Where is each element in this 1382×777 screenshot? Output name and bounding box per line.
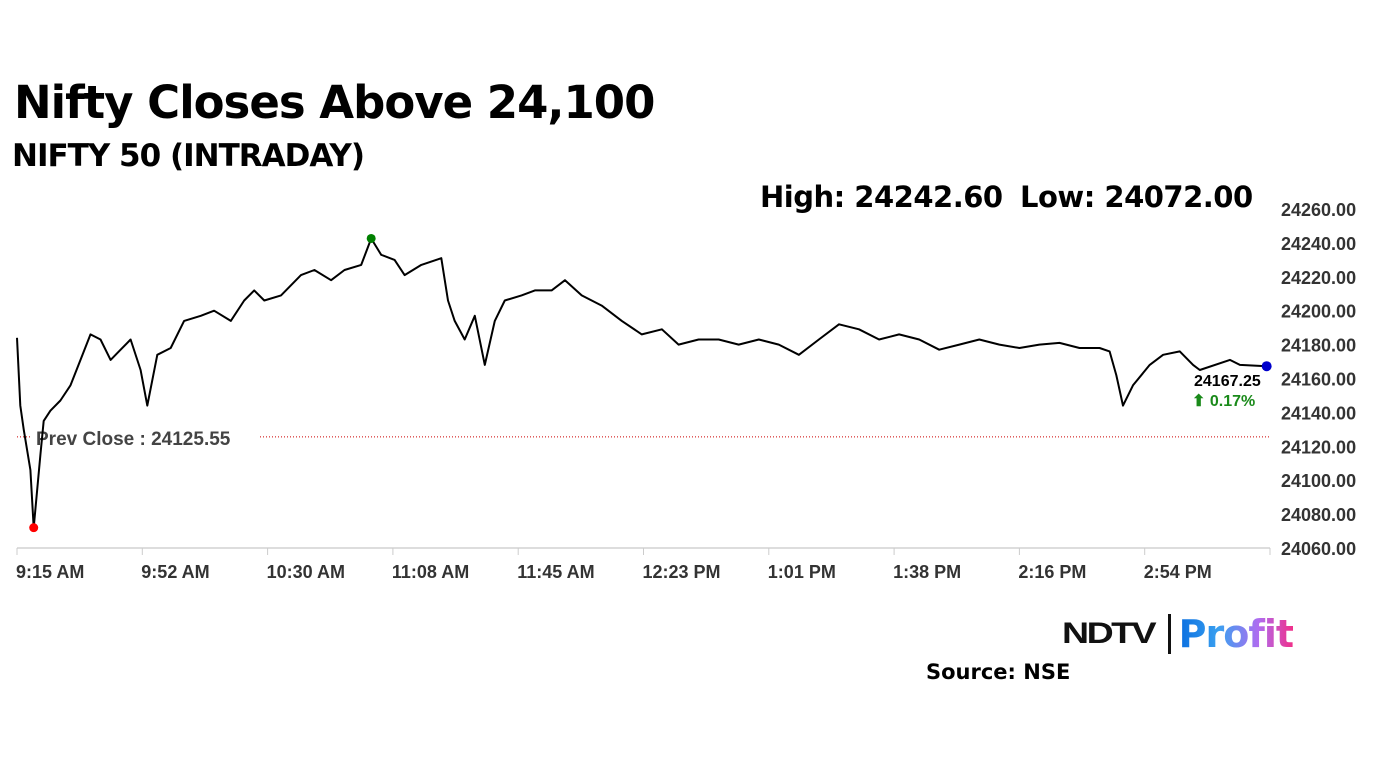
chart-subtitle: NIFTY 50 (INTRADAY) bbox=[12, 138, 365, 174]
x-tick-label: 9:52 AM bbox=[141, 562, 209, 582]
x-tick-label: 2:54 PM bbox=[1144, 562, 1212, 582]
y-tick-label: 24220.00 bbox=[1281, 268, 1356, 288]
x-tick-label: 1:38 PM bbox=[893, 562, 961, 582]
x-tick-label: 11:08 AM bbox=[392, 562, 469, 582]
x-tick-label: 1:01 PM bbox=[768, 562, 836, 582]
last-value-label: 24167.25 bbox=[1194, 373, 1261, 390]
last-point-dot bbox=[1261, 361, 1272, 372]
y-tick-label: 24160.00 bbox=[1281, 370, 1356, 390]
change-percent-label: ⬆ 0.17% bbox=[1192, 393, 1255, 410]
series-line bbox=[16, 237, 1267, 529]
headline: Nifty Closes Above 24,100 bbox=[14, 76, 655, 129]
ndtv-profit-logo: NDTV Profit bbox=[1062, 612, 1294, 656]
x-tick-label: 9:15 AM bbox=[16, 562, 84, 582]
x-tick-label: 11:45 AM bbox=[517, 562, 594, 582]
y-tick-label: 24100.00 bbox=[1281, 471, 1356, 491]
prev-close-label-bg bbox=[32, 426, 258, 450]
y-tick-label: 24060.00 bbox=[1281, 539, 1356, 559]
x-tick-label: 2:16 PM bbox=[1018, 562, 1086, 582]
prev-close-label: Prev Close : 24125.55 bbox=[36, 429, 231, 450]
high-point-dot bbox=[366, 233, 376, 243]
high-label: High: 24242.60 bbox=[760, 180, 1003, 214]
source-note: Source: NSE bbox=[926, 660, 1071, 684]
x-tick-label: 10:30 AM bbox=[267, 562, 345, 582]
low-point-dot bbox=[29, 523, 39, 533]
x-tick-label: 12:23 PM bbox=[643, 562, 721, 582]
y-tick-label: 24140.00 bbox=[1281, 403, 1356, 423]
y-tick-label: 24200.00 bbox=[1281, 302, 1356, 322]
ndtv-wordmark: NDTV bbox=[1062, 617, 1157, 650]
logo-divider bbox=[1167, 614, 1171, 654]
low-label: Low: 24072.00 bbox=[1020, 180, 1253, 214]
y-tick-label: 24240.00 bbox=[1281, 234, 1356, 254]
y-tick-label: 24260.00 bbox=[1281, 200, 1356, 220]
y-tick-label: 24120.00 bbox=[1281, 437, 1356, 457]
y-tick-label: 24080.00 bbox=[1281, 505, 1356, 525]
profit-wordmark: Profit bbox=[1178, 612, 1294, 656]
y-tick-label: 24180.00 bbox=[1281, 336, 1356, 356]
